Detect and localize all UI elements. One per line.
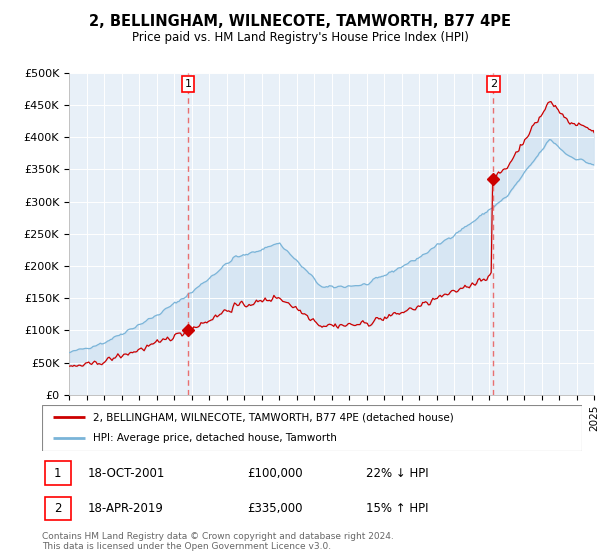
Text: 18-APR-2019: 18-APR-2019 xyxy=(88,502,164,515)
Text: 22% ↓ HPI: 22% ↓ HPI xyxy=(366,466,428,480)
Text: Contains HM Land Registry data © Crown copyright and database right 2024.
This d: Contains HM Land Registry data © Crown c… xyxy=(42,532,394,552)
Text: 2: 2 xyxy=(54,502,61,515)
Text: HPI: Average price, detached house, Tamworth: HPI: Average price, detached house, Tamw… xyxy=(94,433,337,444)
Text: Price paid vs. HM Land Registry's House Price Index (HPI): Price paid vs. HM Land Registry's House … xyxy=(131,31,469,44)
Bar xyxy=(45,497,71,520)
Text: 2: 2 xyxy=(490,80,497,89)
Text: 1: 1 xyxy=(185,80,191,89)
Text: £335,000: £335,000 xyxy=(247,502,303,515)
Bar xyxy=(45,461,71,485)
Text: £100,000: £100,000 xyxy=(247,466,303,480)
Text: 2, BELLINGHAM, WILNECOTE, TAMWORTH, B77 4PE (detached house): 2, BELLINGHAM, WILNECOTE, TAMWORTH, B77 … xyxy=(94,412,454,422)
Text: 15% ↑ HPI: 15% ↑ HPI xyxy=(366,502,428,515)
Text: 18-OCT-2001: 18-OCT-2001 xyxy=(88,466,165,480)
Text: 2, BELLINGHAM, WILNECOTE, TAMWORTH, B77 4PE: 2, BELLINGHAM, WILNECOTE, TAMWORTH, B77 … xyxy=(89,14,511,29)
Text: 1: 1 xyxy=(54,466,61,480)
